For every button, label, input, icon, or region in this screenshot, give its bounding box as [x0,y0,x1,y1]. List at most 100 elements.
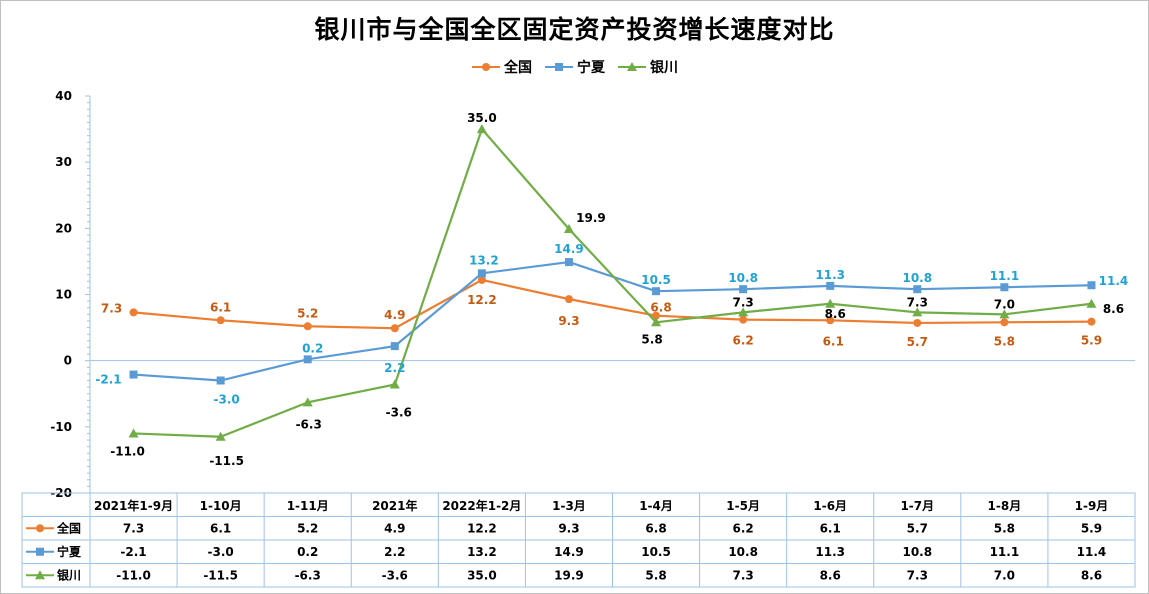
x-category-label: 1-7月 [900,499,934,513]
data-point [129,370,138,379]
data-label: 11.3 [815,268,845,282]
data-point [477,275,486,284]
table-cell: 7.3 [732,569,753,583]
table-cell: 11.1 [990,545,1020,559]
data-point [1086,298,1097,308]
chart-legend: 全国 宁夏 银川 [0,57,1149,77]
data-label: 14.9 [554,242,584,256]
data-label: -3.0 [214,393,240,407]
data-label: 5.9 [1081,334,1102,348]
data-label: 6.2 [732,334,753,348]
x-category-label: 1-6月 [813,499,847,513]
x-category-label: 1-3月 [552,499,586,513]
data-label: 10.8 [728,271,758,285]
data-label: 6.1 [210,300,231,314]
chart-title: 银川市与全国全区固定资产投资增长速度对比 [314,15,835,44]
data-label: -6.3 [296,417,322,431]
data-label: 5.7 [907,335,928,349]
table-cell: 10.8 [728,545,758,559]
x-category-label: 1-11月 [287,499,329,513]
data-point [564,258,573,267]
data-point [825,298,836,308]
table-cell: 9.3 [558,522,579,536]
data-point [1000,283,1009,292]
data-point [564,295,573,304]
data-point [215,431,226,441]
table-cell: -6.3 [295,569,321,583]
data-point [826,316,835,325]
data-point [913,318,922,327]
table-cell: 5.2 [297,522,318,536]
data-point [1087,317,1096,326]
data-point [739,315,748,324]
table-cell: 11.4 [1077,545,1107,559]
data-label: 6.8 [650,301,671,315]
data-point [477,269,486,278]
table-cell: 7.0 [994,569,1015,583]
series-line-1 [133,260,1092,382]
data-label: -2.1 [95,373,121,387]
legend-item-1: 宁夏 [544,57,605,77]
data-point [302,397,313,407]
table-cell: 6.1 [210,522,231,536]
data-label: 8.6 [825,307,846,321]
table-cell: 13.2 [467,545,497,559]
data-label: 4.9 [384,308,405,322]
data-point [390,342,399,351]
table-series-name: 银川 [57,568,81,583]
table-cell: -11.0 [116,569,151,583]
table-cell: 12.2 [467,522,497,536]
data-label: 10.5 [641,273,671,287]
table-series-name: 全国 [56,521,81,536]
table-cell: -3.0 [208,545,234,559]
x-category-label: 1-4月 [639,499,673,513]
table-cell: 0.2 [297,545,318,559]
data-label: 5.8 [641,332,662,346]
series-line-2 [133,127,1092,438]
data-label: 35.0 [467,111,497,125]
legend-swatch [618,62,646,71]
data-label: 12.2 [467,293,497,307]
table-cell: 6.2 [732,522,753,536]
data-point [999,309,1010,319]
x-category-label: 2021年1-9月 [94,498,173,513]
y-tick-label: -10 [50,420,72,434]
data-label: 5.8 [994,334,1015,348]
data-point [738,307,749,317]
table-cell: 5.8 [645,569,666,583]
x-category-label: 1-9月 [1075,499,1109,513]
table-cell: 7.3 [123,522,144,536]
data-point [912,307,923,317]
table-cell: 5.7 [907,522,928,536]
table-cell: 7.3 [907,569,928,583]
x-category-label: 2022年1-2月 [442,498,521,513]
data-label: -3.6 [386,405,412,419]
table-cell: -2.1 [120,545,146,559]
x-category-label: 1-8月 [988,499,1022,513]
table-cell: 19.9 [554,569,584,583]
table-cell: 5.8 [994,522,1015,536]
data-point [128,428,139,438]
x-category-label: 1-10月 [200,499,242,513]
legend-swatch [472,63,500,71]
table-cell: -3.6 [382,569,408,583]
table-cell: 6.8 [645,522,666,536]
data-label: 19.9 [576,211,606,225]
table-cell: 5.9 [1081,522,1102,536]
data-label: 6.1 [823,334,844,348]
table-cell: 8.6 [820,569,841,583]
series-line-0 [133,278,1092,330]
table-cell: 14.9 [554,545,584,559]
data-point [739,285,748,294]
data-label: -11.5 [209,454,244,468]
y-tick-label: 40 [55,89,72,103]
data-label: 7.0 [994,297,1015,311]
table-cell: -11.5 [203,569,238,583]
data-label: 8.6 [1103,302,1124,316]
table-cell: 8.6 [1081,569,1102,583]
data-label: 13.2 [469,253,499,267]
legend-label: 宁夏 [577,60,605,76]
legend-label: 全国 [504,60,532,76]
data-point [476,124,487,134]
